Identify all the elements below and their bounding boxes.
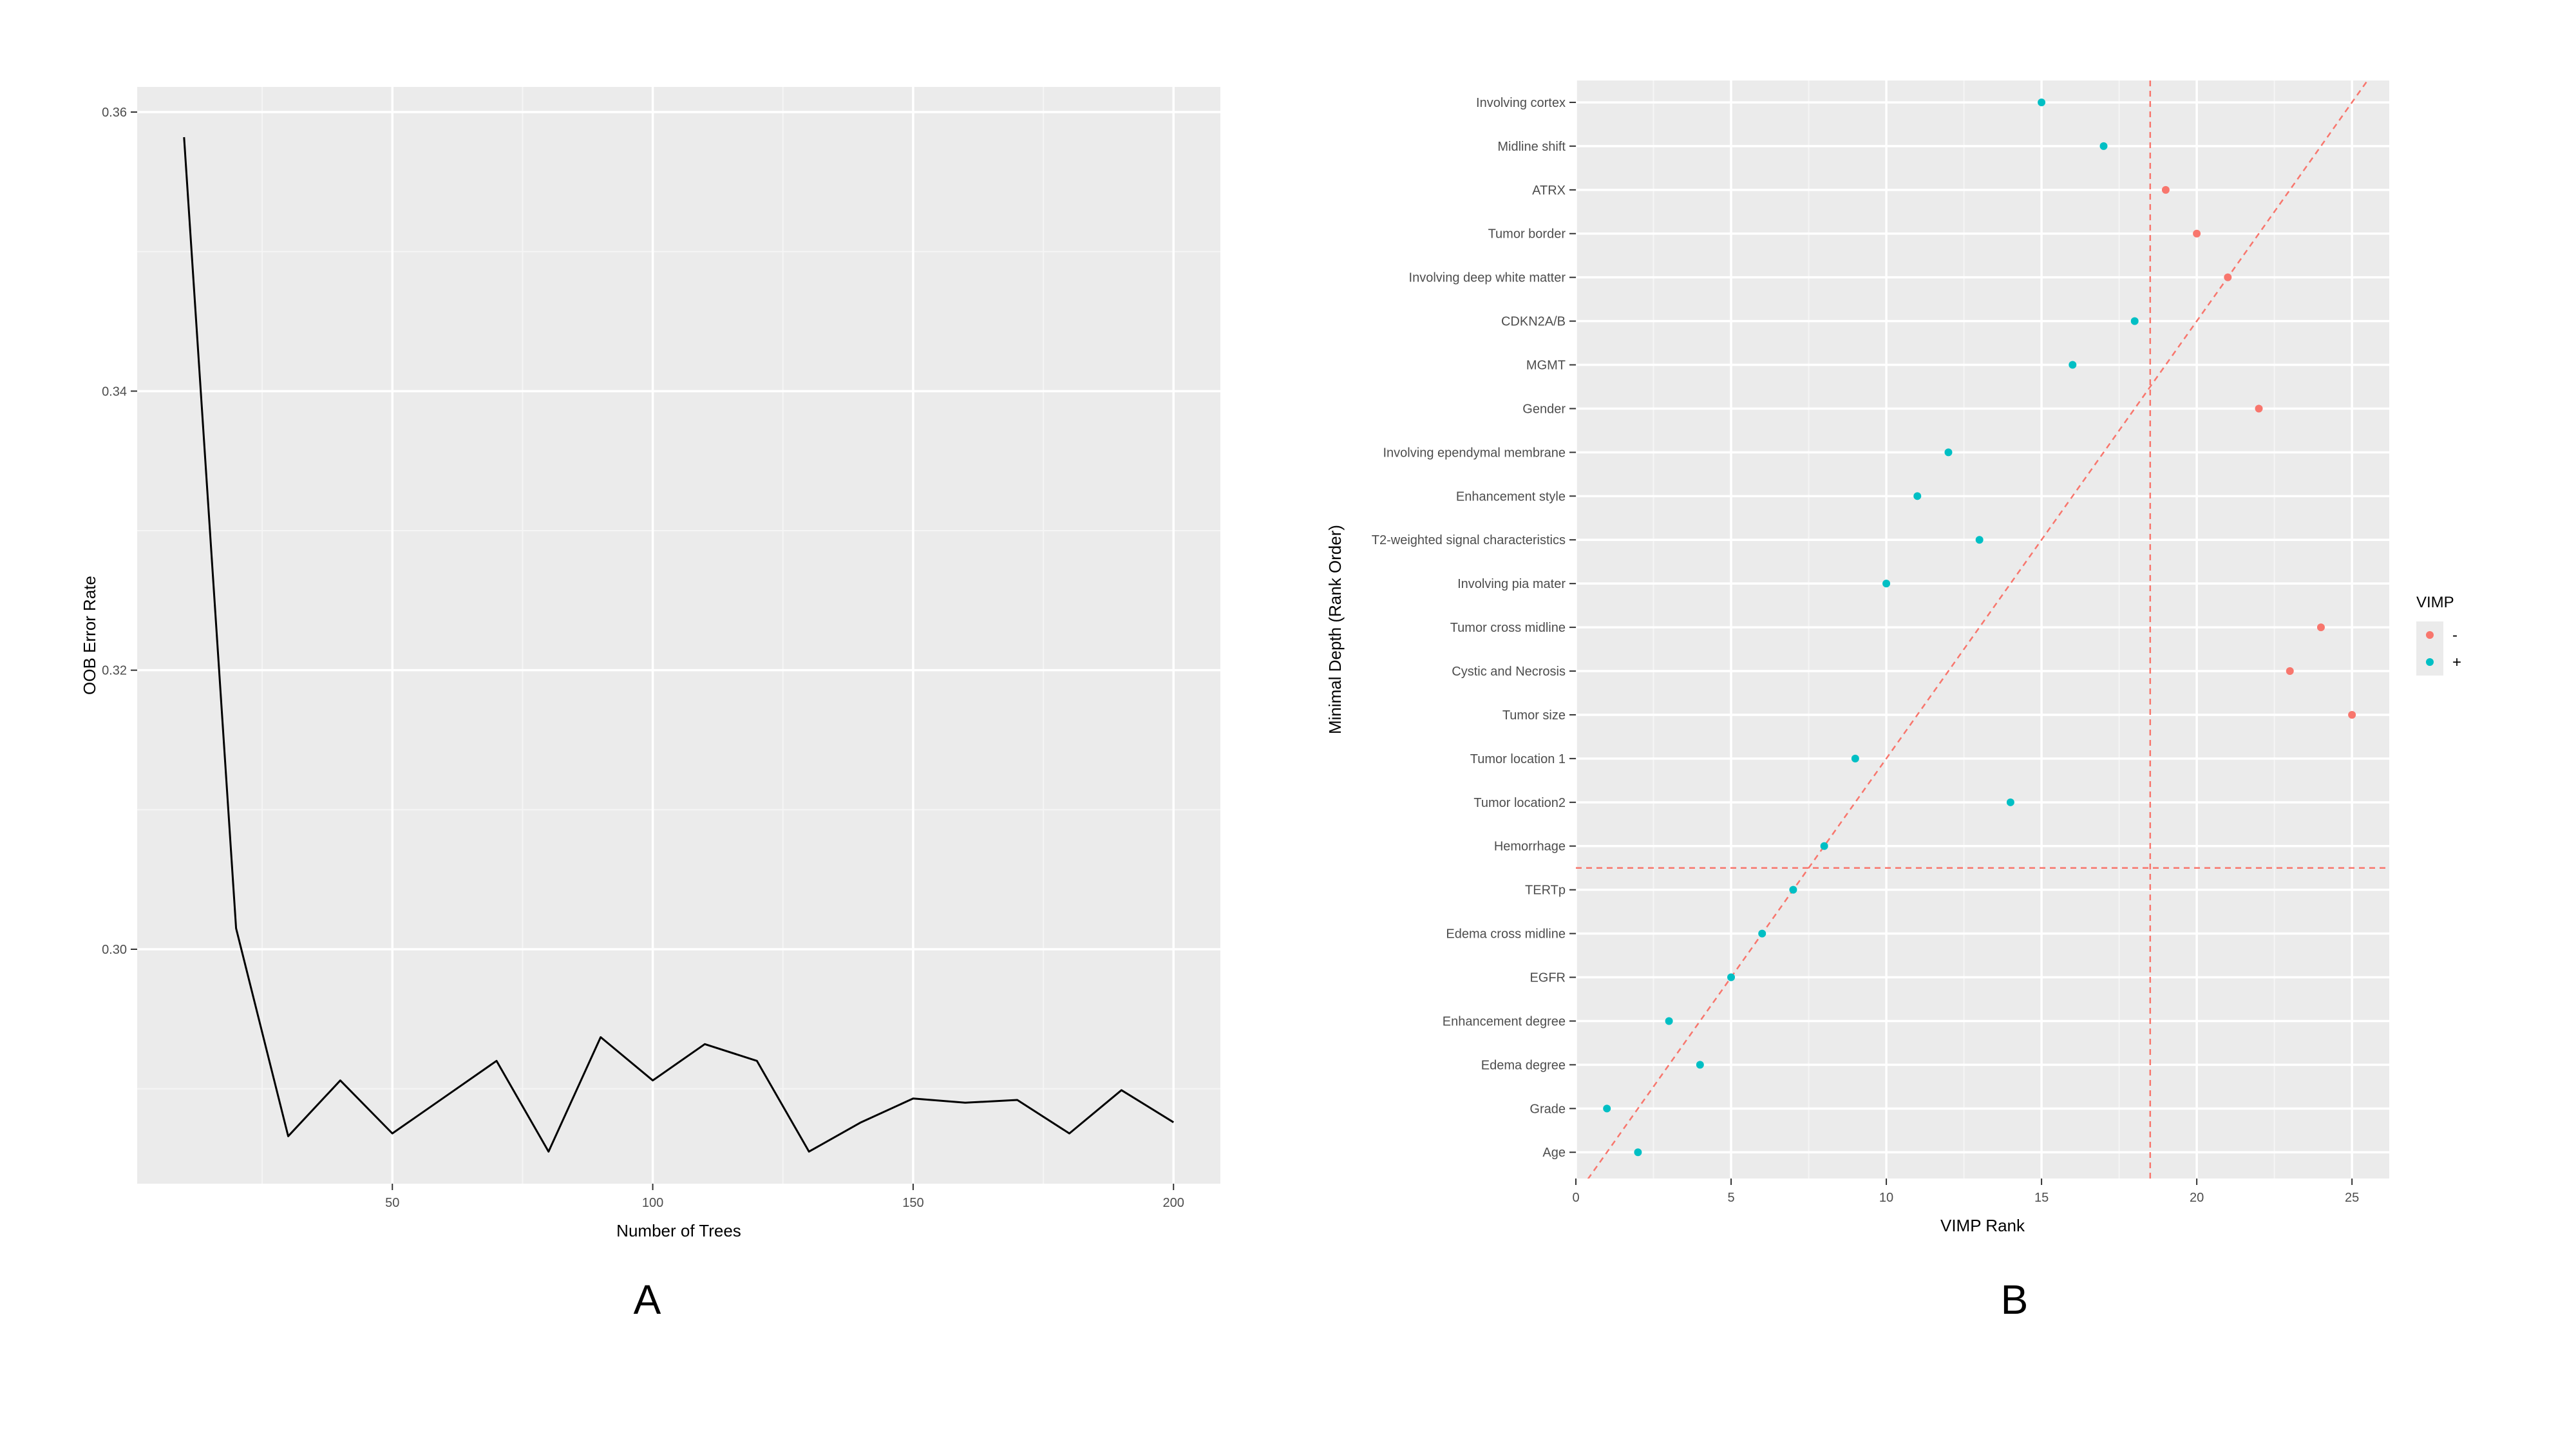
- y-tick-label: Grade: [1530, 1102, 1566, 1116]
- x-tick-label: 15: [2034, 1191, 2049, 1205]
- y-tick-label: Involving cortex: [1476, 96, 1566, 110]
- y-tick-label: Gender: [1522, 402, 1566, 416]
- y-axis-title-a: OOB Error Rate: [80, 576, 99, 695]
- legend-label: +: [2452, 654, 2461, 671]
- y-tick-label: Enhancement degree: [1443, 1014, 1566, 1028]
- grid-a: [137, 87, 1220, 1184]
- legend-title: VIMP: [2416, 594, 2454, 611]
- oob-error-line: [183, 137, 1174, 1153]
- plot-panel-b: [1576, 80, 2389, 1179]
- y-tick-label: EGFR: [1530, 971, 1566, 985]
- point-enhancement-style: [1913, 492, 1922, 500]
- legend-label: -: [2452, 627, 2458, 644]
- y-tick-label: Midline shift: [1497, 140, 1566, 154]
- legend: VIMP - +: [2416, 594, 2461, 676]
- y-tick-label: ATRX: [1532, 184, 1566, 198]
- series-a: [183, 137, 1174, 1153]
- point-mgmt: [2069, 361, 2077, 369]
- y-tick-label: Involving ependymal membrane: [1383, 446, 1566, 460]
- x-axis-title-b: VIMP Rank: [1940, 1216, 2025, 1235]
- y-tick-label: Edema degree: [1481, 1058, 1566, 1072]
- point-grade: [1603, 1104, 1611, 1113]
- reference-lines-group: [1576, 80, 2389, 1179]
- x-tick-label: 5: [1727, 1191, 1734, 1205]
- point-enhancement-degree: [1665, 1017, 1673, 1025]
- x-axis-title-a: Number of Trees: [616, 1221, 741, 1240]
- diagonal-reference-line: [1587, 80, 2369, 1179]
- y-tick-label: Tumor location2: [1473, 796, 1566, 810]
- y-tick-label: Enhancement style: [1456, 489, 1566, 504]
- x-tick-label: 100: [642, 1196, 663, 1210]
- y-tick-label: Involving deep white matter: [1409, 271, 1566, 285]
- y-tick-label: TERTp: [1525, 884, 1566, 898]
- point-tumor-cross-midline: [2316, 623, 2325, 632]
- y-tick-label: 0.34: [102, 384, 127, 399]
- point-tumor-location2: [2006, 798, 2014, 806]
- point-edema-cross-midline: [1758, 929, 1766, 938]
- x-tick-label: 20: [2190, 1191, 2204, 1205]
- x-tick-label: 0: [1572, 1191, 1579, 1205]
- chart-oob-error: 50 100 150 200 0.30 0.32 0.34 0.36 Number of Tr…: [80, 87, 1220, 1323]
- point-cystic-and-necrosis: [2286, 667, 2294, 676]
- y-tick-label: Hemorrhage: [1494, 840, 1566, 854]
- legend-key-point: [2426, 658, 2434, 666]
- point-tumor-size: [2348, 710, 2356, 719]
- point-involving-deep-white-matter: [2224, 273, 2232, 281]
- panel-label-b: B: [2001, 1276, 2029, 1323]
- plot-panel-a: [137, 87, 1220, 1184]
- x-tick-label: 50: [385, 1196, 399, 1210]
- y-tick-label: 0.36: [102, 106, 127, 120]
- ticks-b: 0 5 10 15 20 25 Age Grade Edema degree Enhancemen…: [1372, 96, 2360, 1205]
- chart-vimp-vs-depth: 0 5 10 15 20 25 Age Grade Edema degree Enhancemen…: [1325, 80, 2461, 1323]
- x-tick-label: 25: [2345, 1191, 2359, 1205]
- y-tick-label: CDKN2A/B: [1501, 315, 1566, 329]
- grid-b: [1575, 80, 2389, 1179]
- point-cdkn2a-b: [2130, 317, 2139, 325]
- point-tertp: [1789, 886, 1797, 894]
- point-t2-weighted-signal-characteristics: [1975, 536, 1984, 544]
- point-gender: [2255, 404, 2263, 413]
- y-tick-label: Tumor cross midline: [1450, 621, 1566, 635]
- point-involving-ependymal-membrane: [1944, 448, 1953, 457]
- y-tick-label: Involving pia mater: [1457, 577, 1566, 591]
- panel-label-a: A: [634, 1276, 661, 1323]
- reference-lines-b: [1576, 80, 2389, 1179]
- y-tick-label: Cystic and Necrosis: [1452, 665, 1566, 679]
- y-tick-label: Age: [1542, 1146, 1566, 1160]
- point-midline-shift: [2099, 142, 2108, 150]
- y-tick-label: T2-weighted signal characteristics: [1372, 533, 1566, 547]
- y-tick-label: Edema cross midline: [1446, 927, 1566, 942]
- y-tick-label: Tumor location 1: [1470, 752, 1566, 766]
- point-egfr: [1727, 973, 1736, 981]
- x-tick-label: 200: [1163, 1196, 1184, 1210]
- point-tumor-border: [2193, 229, 2201, 238]
- x-tick-label: 10: [1879, 1191, 1893, 1205]
- legend-key-point: [2426, 631, 2434, 639]
- y-tick-label: 0.32: [102, 664, 127, 678]
- y-tick-label: 0.30: [102, 943, 127, 957]
- points-b: [1603, 98, 2356, 1157]
- point-edema-degree: [1696, 1061, 1704, 1069]
- point-atrx: [2161, 185, 2170, 194]
- y-tick-label: Tumor border: [1488, 227, 1566, 242]
- x-tick-label: 150: [902, 1196, 923, 1210]
- point-hemorrhage: [1820, 842, 1828, 850]
- y-tick-label: Tumor size: [1502, 708, 1566, 723]
- y-axis-title-b: Minimal Depth (Rank Order): [1325, 525, 1345, 734]
- point-involving-cortex: [2038, 98, 2046, 106]
- ticks-a: 50 100 150 200 0.30 0.32 0.34 0.36: [102, 106, 1184, 1210]
- y-tick-label: MGMT: [1526, 359, 1566, 373]
- point-age: [1634, 1148, 1642, 1157]
- point-tumor-location-1: [1851, 754, 1859, 762]
- point-involving-pia-mater: [1882, 580, 1891, 588]
